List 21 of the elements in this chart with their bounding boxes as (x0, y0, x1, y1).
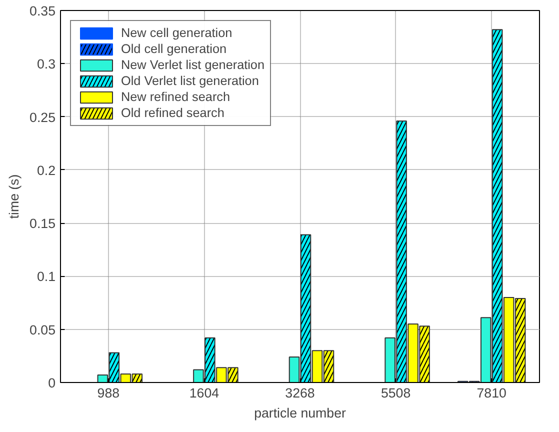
x-tick-label: 988 (97, 386, 120, 400)
x-tick-label: 7810 (476, 386, 506, 400)
x-tick-label: 3268 (285, 386, 315, 400)
x-tick-label: 1604 (189, 386, 220, 400)
y-tick-label: 0.1 (36, 269, 56, 284)
x-axis-title: particle number (254, 406, 346, 420)
y-tick-label: 0.05 (30, 322, 56, 338)
x-tick-label: 5508 (380, 386, 411, 400)
legend-label: Old cell generation (121, 42, 227, 56)
y-axis-title: time (s) (6, 174, 22, 219)
legend-label: Old refined search (121, 106, 224, 120)
y-tick-label: 0.25 (30, 110, 56, 125)
legend-label: New cell generation (121, 26, 232, 40)
y-tick-label: 0.3 (36, 56, 56, 72)
y-tick-label: 0.2 (36, 162, 56, 178)
legend-label: New refined search (121, 90, 230, 104)
legend-label: New Verlet list generation (121, 58, 265, 72)
y-tick-label: 0.15 (30, 216, 56, 232)
legend-label: Old Verlet list generation (121, 74, 259, 88)
y-tick-label: 0 (48, 376, 56, 390)
y-tick-label: 0.35 (30, 4, 56, 18)
